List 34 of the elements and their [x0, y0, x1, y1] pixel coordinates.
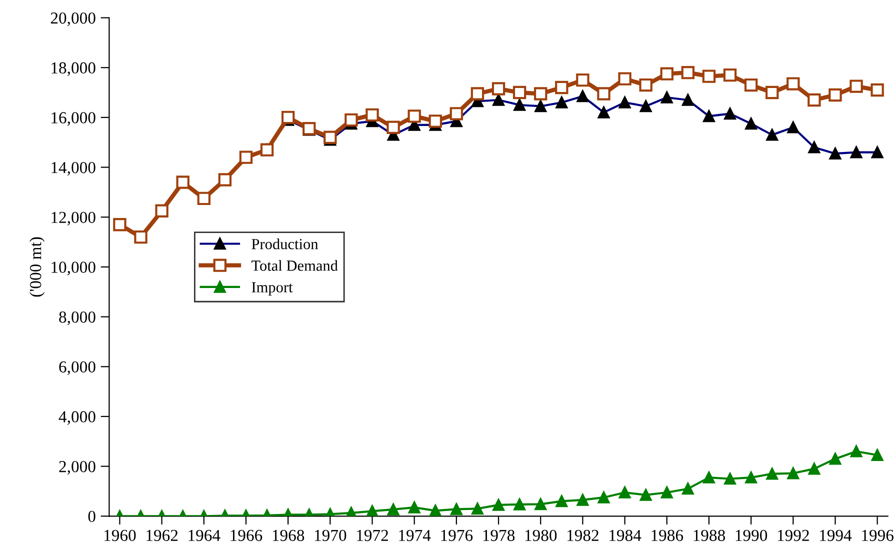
- x-tick-label: 1960: [104, 530, 136, 542]
- y-tick-label: 16,000: [52, 112, 96, 126]
- y-axis-title: ('000 mt): [29, 237, 45, 297]
- y-tick-label: 4,000: [58, 411, 96, 425]
- x-tick-label: 1988: [694, 530, 725, 542]
- x-tick-label: 1966: [230, 530, 262, 542]
- x-tick-label: 1996: [862, 530, 894, 542]
- x-tick-label: 1962: [146, 530, 178, 542]
- x-tick-label: 1974: [399, 530, 431, 542]
- legend-label: Production: [252, 238, 318, 250]
- y-tick-label: 8,000: [59, 311, 96, 326]
- x-tick-label: 1978: [483, 530, 515, 542]
- x-tick-label: 1984: [610, 530, 642, 542]
- x-tick-label: 1980: [525, 530, 557, 542]
- x-tick-label: 1976: [441, 530, 473, 542]
- x-tick-label: 1964: [188, 530, 220, 542]
- y-tick-label: 14,000: [52, 162, 96, 176]
- y-tick-label: 12,000: [52, 212, 96, 226]
- y-tick-label: 0: [88, 510, 96, 522]
- y-tick-label: 18,000: [52, 62, 96, 76]
- y-tick-label: 2,000: [59, 461, 96, 475]
- x-tick-label: 1992: [778, 530, 809, 542]
- x-tick-label: 1970: [314, 530, 346, 542]
- y-tick-label: 6,000: [59, 361, 96, 375]
- x-tick-label: 1968: [272, 530, 304, 542]
- x-tick-label: 1982: [567, 530, 598, 542]
- x-tick-label: 1986: [652, 530, 684, 542]
- legend-label: Import: [252, 282, 293, 296]
- x-tick-label: 1990: [736, 530, 768, 542]
- x-tick-label: 1994: [820, 530, 852, 542]
- x-tick-label: 1972: [357, 530, 388, 542]
- y-tick-label: 10,000: [52, 262, 96, 276]
- y-tick-label: 20,000: [50, 12, 96, 26]
- legend-label: Total Demand: [252, 260, 338, 271]
